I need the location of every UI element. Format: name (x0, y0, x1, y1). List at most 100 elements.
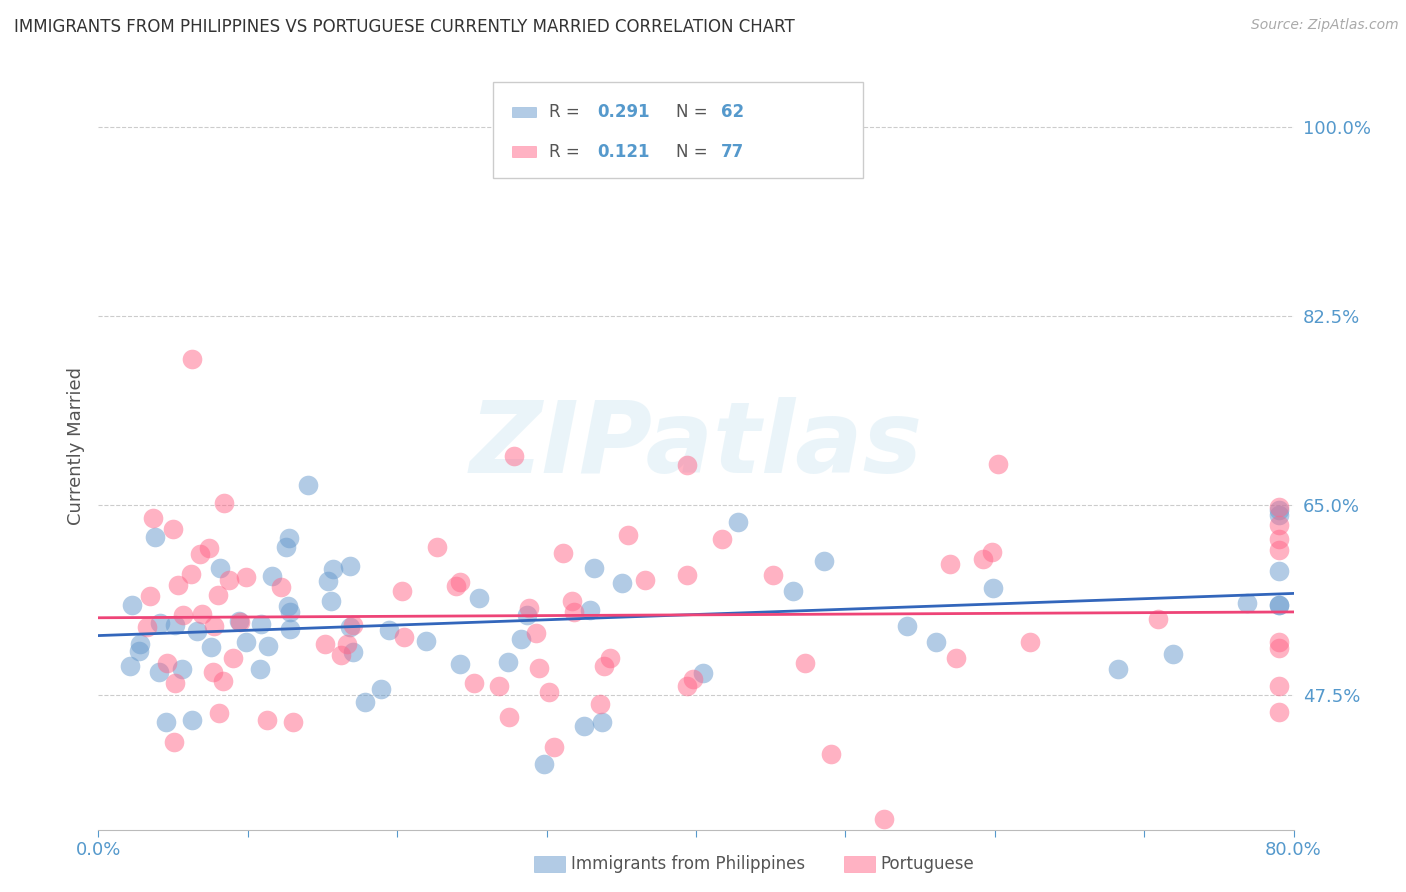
Point (163, 735, 186, 749)
Point (488, 679, 510, 693)
Point (415, 634, 437, 648)
Point (342, 618, 364, 632)
Point (503, 449, 526, 463)
Point (527, 661, 550, 675)
Point (1267, 517, 1289, 532)
Point (813, 554, 835, 568)
Point (1267, 641, 1289, 656)
Point (981, 581, 1004, 595)
Point (256, 713, 278, 727)
Point (212, 674, 235, 689)
Point (564, 605, 586, 619)
Point (165, 618, 187, 632)
Point (207, 588, 229, 602)
Point (278, 622, 301, 636)
Point (180, 566, 202, 581)
Point (634, 573, 657, 587)
Point (339, 558, 361, 573)
Point (496, 655, 519, 669)
Text: 62: 62 (721, 103, 744, 121)
Point (377, 623, 399, 637)
Point (463, 676, 485, 690)
Point (1107, 662, 1129, 676)
Point (162, 522, 184, 536)
Point (278, 531, 301, 545)
Point (120, 659, 142, 673)
Point (449, 575, 471, 590)
Point (274, 541, 297, 555)
Point (498, 710, 520, 724)
Point (155, 715, 177, 730)
Point (319, 594, 342, 608)
Point (939, 558, 962, 572)
Point (945, 651, 967, 665)
Point (1267, 502, 1289, 516)
Point (218, 573, 240, 587)
Point (278, 605, 301, 619)
Point (761, 567, 783, 582)
Point (143, 530, 166, 544)
Point (692, 666, 714, 681)
Point (727, 515, 749, 529)
Point (391, 584, 413, 599)
Point (172, 607, 194, 622)
Point (543, 739, 565, 754)
Point (208, 706, 231, 720)
Point (235, 570, 257, 584)
Point (1267, 500, 1289, 515)
Point (202, 665, 225, 679)
Point (524, 626, 547, 640)
Point (354, 695, 377, 709)
Text: 0.291: 0.291 (596, 103, 650, 121)
Point (297, 478, 319, 492)
Point (1267, 599, 1289, 613)
Point (533, 756, 555, 771)
Point (149, 615, 172, 630)
Point (191, 607, 214, 622)
Point (228, 615, 250, 629)
Point (198, 541, 221, 555)
Point (200, 640, 222, 654)
Point (1146, 612, 1168, 626)
Point (283, 715, 305, 730)
Point (676, 458, 699, 473)
Point (370, 682, 392, 697)
Point (896, 618, 918, 632)
Point (129, 637, 152, 651)
Point (1267, 508, 1289, 523)
Point (676, 568, 699, 582)
Text: 0.121: 0.121 (596, 143, 650, 161)
Point (820, 747, 842, 762)
Point (1019, 635, 1042, 649)
FancyBboxPatch shape (512, 107, 536, 117)
Point (981, 544, 1004, 558)
Point (392, 630, 415, 644)
Point (260, 569, 283, 583)
Point (561, 594, 583, 608)
Point (270, 580, 292, 594)
Point (209, 561, 232, 575)
Point (339, 620, 361, 634)
FancyBboxPatch shape (494, 81, 863, 178)
Point (318, 574, 340, 589)
Point (1267, 598, 1289, 612)
Point (202, 618, 225, 632)
Point (972, 552, 994, 566)
Text: N =: N = (676, 103, 713, 121)
Point (1267, 564, 1289, 578)
Point (249, 662, 271, 676)
Point (793, 656, 815, 670)
Point (229, 615, 252, 629)
Point (426, 540, 449, 554)
Text: Immigrants from Philippines: Immigrants from Philippines (571, 855, 806, 873)
Point (235, 634, 257, 648)
Y-axis label: Currently Married: Currently Married (66, 367, 84, 525)
Point (181, 714, 204, 728)
Point (156, 656, 179, 670)
Point (782, 584, 804, 599)
Point (616, 527, 638, 541)
Point (128, 644, 150, 658)
Point (188, 547, 211, 561)
Text: ZIPatlas: ZIPatlas (470, 398, 922, 494)
Point (1236, 596, 1258, 610)
